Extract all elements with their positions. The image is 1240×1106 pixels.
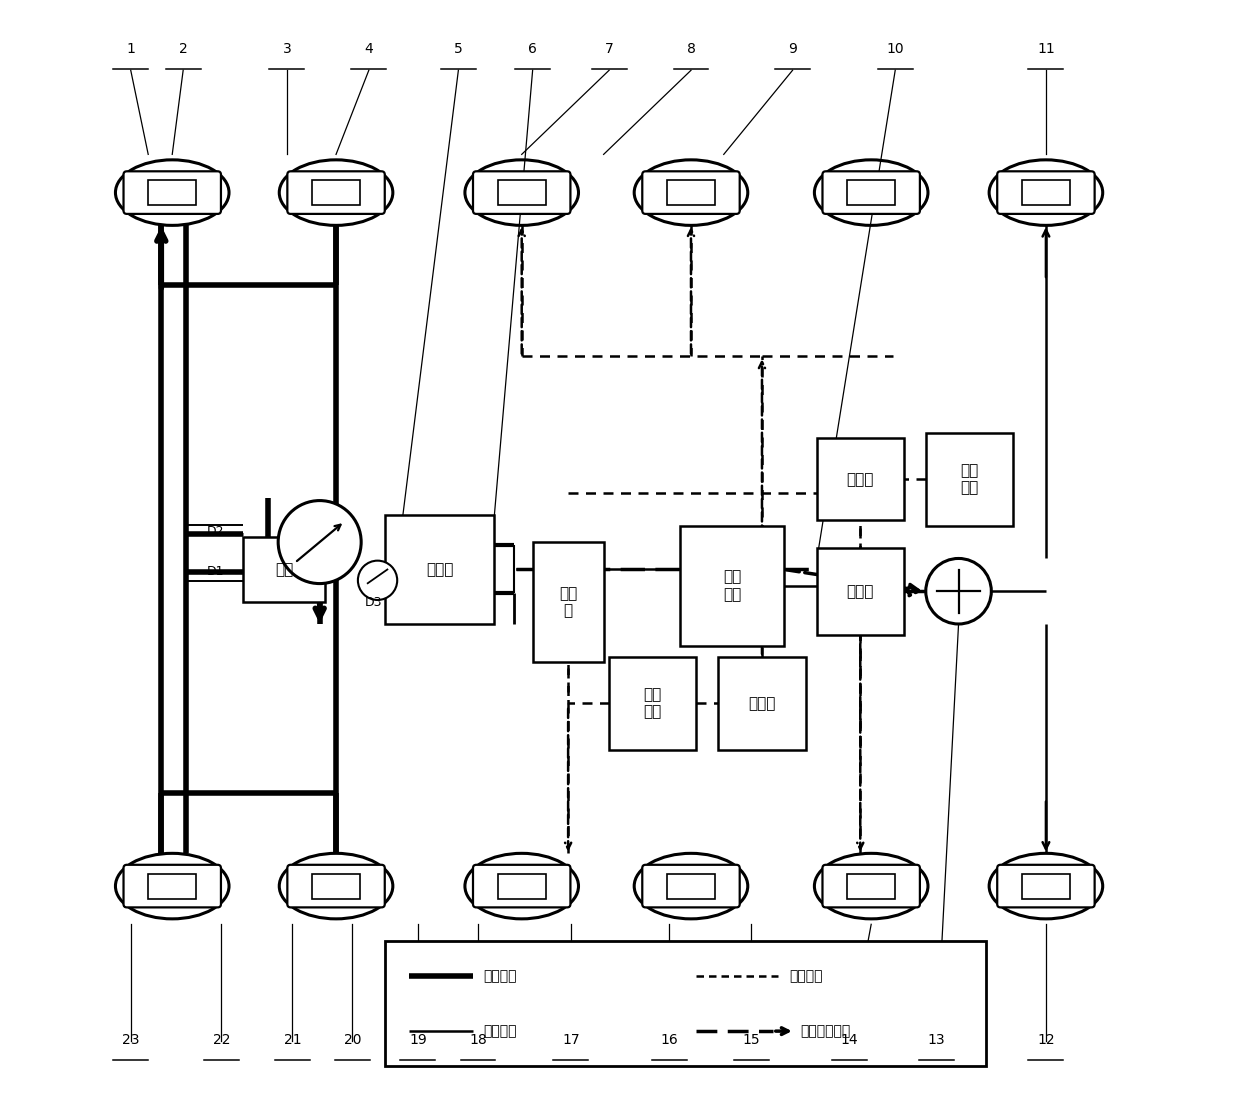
Text: 5: 5 <box>454 42 463 56</box>
Text: 动力传递路线: 动力传递路线 <box>800 1024 851 1039</box>
FancyBboxPatch shape <box>642 171 740 213</box>
FancyBboxPatch shape <box>817 438 904 520</box>
Text: 4: 4 <box>365 42 373 56</box>
Text: 行星
机构: 行星 机构 <box>723 570 742 602</box>
Text: 液压传动: 液压传动 <box>484 969 517 983</box>
FancyBboxPatch shape <box>822 171 920 213</box>
Circle shape <box>926 559 991 624</box>
Text: 机械传动: 机械传动 <box>484 1024 517 1039</box>
FancyBboxPatch shape <box>149 180 196 205</box>
FancyBboxPatch shape <box>124 865 221 907</box>
Text: 动力
电池: 动力 电池 <box>960 463 978 495</box>
Circle shape <box>358 561 397 599</box>
Text: 发电
机: 发电 机 <box>559 586 578 618</box>
Text: 逆变器: 逆变器 <box>847 472 874 487</box>
Text: 14: 14 <box>841 1033 858 1046</box>
Text: 发动机: 发动机 <box>427 562 454 577</box>
FancyBboxPatch shape <box>1022 180 1070 205</box>
FancyBboxPatch shape <box>312 874 360 898</box>
Text: 动力
电池: 动力 电池 <box>644 687 662 719</box>
FancyBboxPatch shape <box>243 536 325 602</box>
Text: 阀组: 阀组 <box>275 562 294 577</box>
Text: 23: 23 <box>122 1033 139 1046</box>
FancyBboxPatch shape <box>997 171 1095 213</box>
Text: D2: D2 <box>207 524 224 538</box>
Text: D3: D3 <box>365 596 382 608</box>
FancyBboxPatch shape <box>667 874 714 898</box>
FancyBboxPatch shape <box>680 525 784 646</box>
Text: 12: 12 <box>1037 1033 1055 1046</box>
FancyBboxPatch shape <box>386 941 986 1066</box>
FancyBboxPatch shape <box>667 180 714 205</box>
Text: 18: 18 <box>469 1033 487 1046</box>
FancyBboxPatch shape <box>822 865 920 907</box>
FancyBboxPatch shape <box>472 865 570 907</box>
Text: 16: 16 <box>660 1033 678 1046</box>
Text: 1: 1 <box>126 42 135 56</box>
Text: 9: 9 <box>789 42 797 56</box>
FancyBboxPatch shape <box>149 874 196 898</box>
FancyBboxPatch shape <box>497 180 546 205</box>
FancyBboxPatch shape <box>609 657 697 750</box>
Text: 10: 10 <box>887 42 904 56</box>
Text: 7: 7 <box>605 42 614 56</box>
Text: 3: 3 <box>283 42 291 56</box>
FancyBboxPatch shape <box>997 865 1095 907</box>
Text: D1: D1 <box>207 565 224 578</box>
FancyBboxPatch shape <box>718 657 806 750</box>
Text: 21: 21 <box>284 1033 301 1046</box>
Text: 17: 17 <box>562 1033 579 1046</box>
Text: 主电机: 主电机 <box>847 584 874 598</box>
Text: 2: 2 <box>179 42 187 56</box>
FancyBboxPatch shape <box>288 865 384 907</box>
FancyBboxPatch shape <box>847 874 895 898</box>
FancyBboxPatch shape <box>817 547 904 635</box>
FancyBboxPatch shape <box>926 432 1013 525</box>
Text: 19: 19 <box>409 1033 427 1046</box>
Text: 15: 15 <box>743 1033 760 1046</box>
FancyBboxPatch shape <box>312 180 360 205</box>
Text: 11: 11 <box>1037 42 1055 56</box>
FancyBboxPatch shape <box>847 180 895 205</box>
Text: 8: 8 <box>687 42 696 56</box>
FancyBboxPatch shape <box>386 514 495 624</box>
FancyBboxPatch shape <box>124 171 221 213</box>
Text: 逆变器: 逆变器 <box>748 696 776 711</box>
Text: 20: 20 <box>343 1033 361 1046</box>
FancyBboxPatch shape <box>642 865 740 907</box>
FancyBboxPatch shape <box>497 874 546 898</box>
FancyBboxPatch shape <box>288 171 384 213</box>
FancyBboxPatch shape <box>533 542 604 662</box>
Circle shape <box>278 501 361 584</box>
Text: 22: 22 <box>212 1033 231 1046</box>
FancyBboxPatch shape <box>472 171 570 213</box>
Text: 电力传动: 电力传动 <box>790 969 823 983</box>
FancyBboxPatch shape <box>1022 874 1070 898</box>
Text: 13: 13 <box>928 1033 946 1046</box>
Text: 6: 6 <box>528 42 537 56</box>
